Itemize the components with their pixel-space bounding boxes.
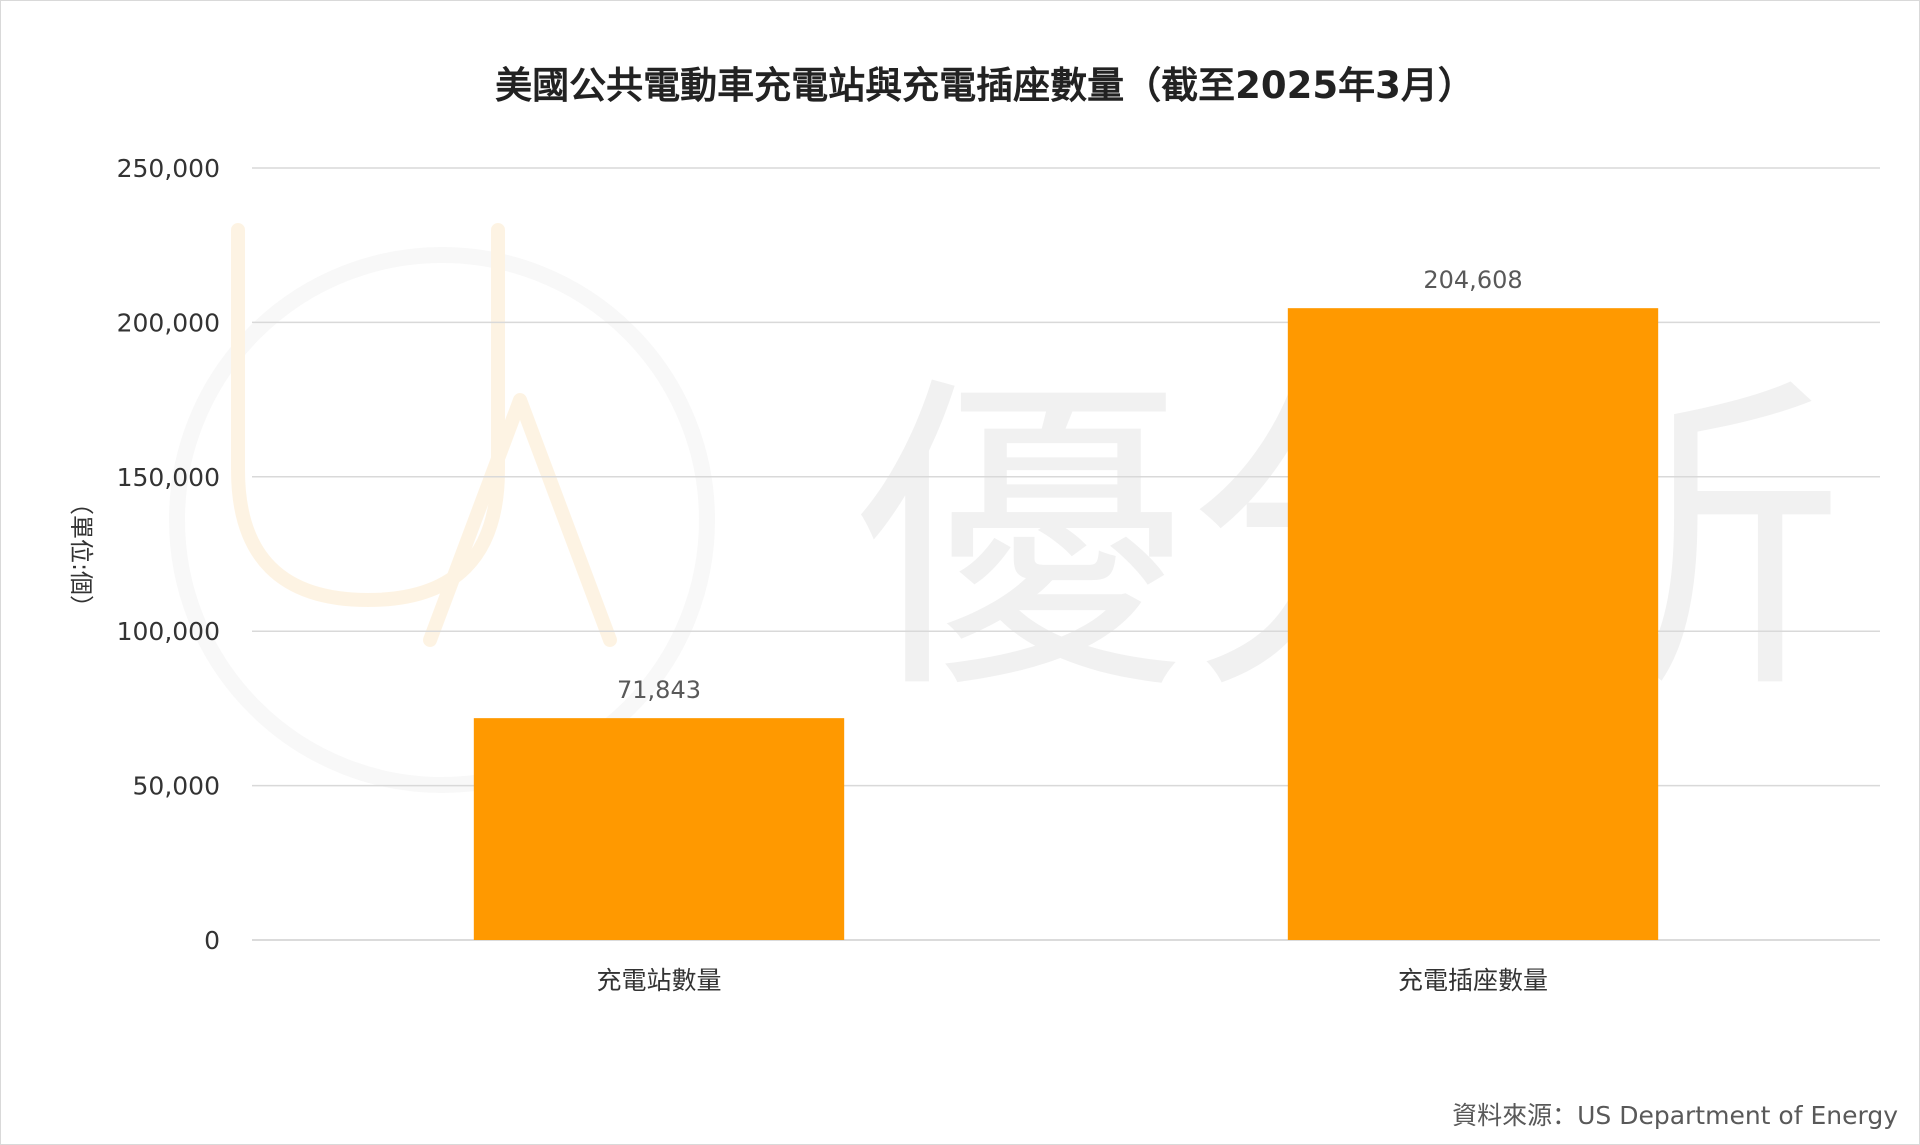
y-axis-label: （單位:個） bbox=[67, 491, 95, 619]
data-label: 204,608 bbox=[1423, 266, 1522, 294]
source-note: 資料來源：US Department of Energy bbox=[1452, 1101, 1898, 1130]
x-axis-ticks: 充電站數量 充電插座數量 bbox=[596, 966, 1548, 995]
bars bbox=[473, 308, 1659, 940]
data-labels: 71,843 204,608 bbox=[617, 266, 1523, 704]
y-tick-label: 200,000 bbox=[117, 308, 220, 337]
y-tick-label: 100,000 bbox=[117, 617, 220, 646]
x-tick-label: 充電站數量 bbox=[596, 966, 721, 995]
bar bbox=[473, 718, 845, 940]
chart-title: 美國公共電動車充電站與充電插座數量（截至2025年3月） bbox=[495, 64, 1475, 107]
x-tick-label: 充電插座數量 bbox=[1398, 966, 1548, 995]
data-label: 71,843 bbox=[617, 676, 701, 704]
y-tick-label: 50,000 bbox=[133, 772, 220, 801]
y-axis-ticks: 0 50,000 100,000 150,000 200,000 250,000 bbox=[117, 154, 220, 955]
bar bbox=[1287, 308, 1659, 940]
y-tick-label: 0 bbox=[204, 926, 220, 955]
y-tick-label: 250,000 bbox=[117, 154, 220, 183]
y-tick-label: 150,000 bbox=[117, 463, 220, 492]
